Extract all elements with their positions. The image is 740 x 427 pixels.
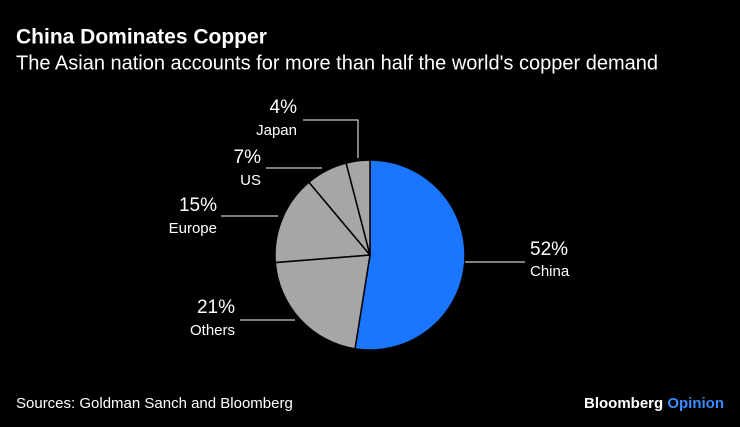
brand-name: Bloomberg — [584, 395, 663, 412]
category-label: Others — [190, 322, 235, 339]
value-label: 21% — [197, 297, 235, 318]
chart-subtitle: The Asian nation accounts for more than … — [16, 52, 658, 74]
category-label: China — [530, 263, 570, 280]
value-label: 4% — [270, 97, 298, 118]
chart-title: China Dominates Copper — [16, 26, 267, 49]
pie-slice — [274, 181, 372, 264]
category-label: US — [240, 172, 261, 189]
leader-line — [303, 119, 359, 158]
value-label: 52% — [530, 239, 568, 260]
category-label: Japan — [256, 122, 297, 139]
brand-suffix: Opinion — [667, 395, 724, 412]
value-label: 15% — [179, 195, 217, 216]
pie-slice — [274, 254, 371, 350]
source: Sources: Goldman Sanch and Bloomberg — [16, 395, 293, 412]
category-label: Europe — [169, 220, 217, 237]
pie-slice — [345, 159, 371, 256]
value-label: 7% — [234, 147, 262, 168]
brand: Bloomberg Opinion — [584, 395, 724, 412]
pie-slice — [354, 159, 466, 351]
